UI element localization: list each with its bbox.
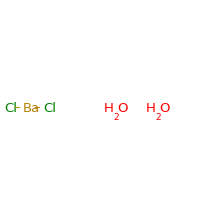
Text: Ba: Ba	[23, 102, 40, 114]
Text: Cl: Cl	[43, 102, 56, 114]
Text: H: H	[146, 102, 156, 114]
Text: O: O	[117, 102, 128, 114]
Text: H: H	[104, 102, 114, 114]
Text: –: –	[34, 102, 40, 114]
Text: 2: 2	[113, 112, 119, 121]
Text: 2: 2	[155, 112, 161, 121]
Text: O: O	[159, 102, 170, 114]
Text: –: –	[14, 102, 20, 114]
Text: Cl: Cl	[4, 102, 17, 114]
